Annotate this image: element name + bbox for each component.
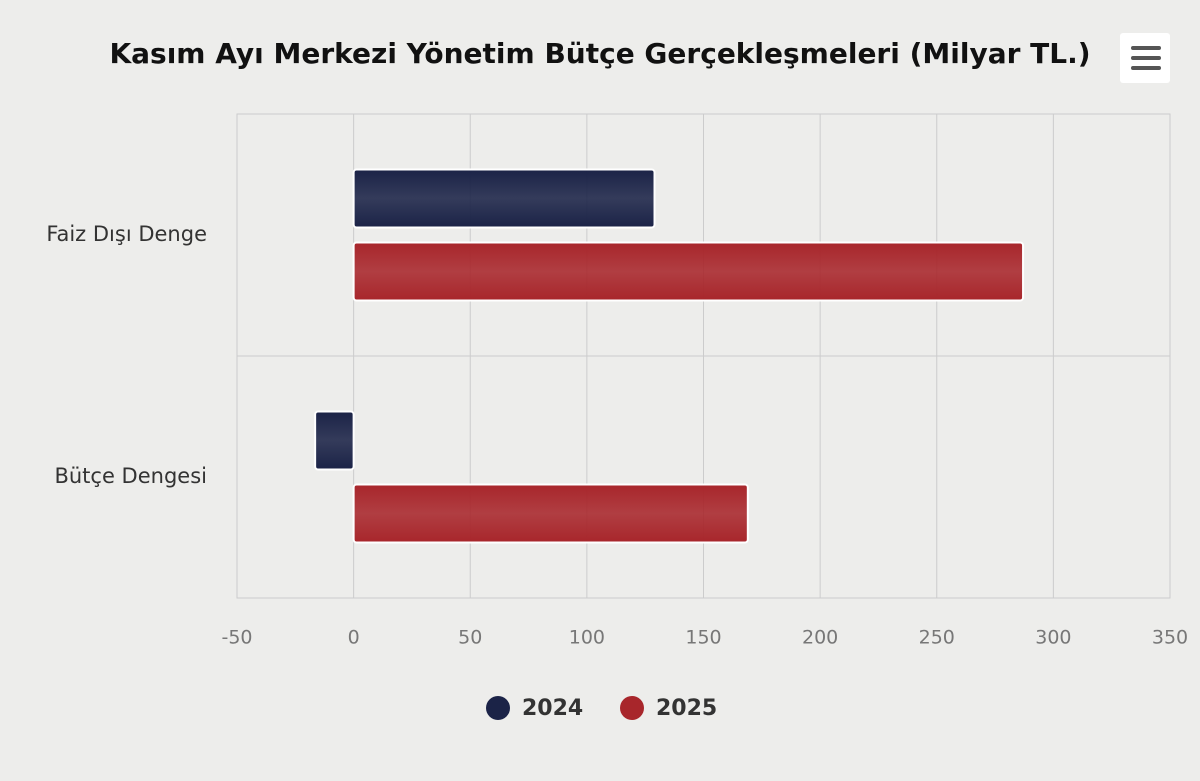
x-tick-label: 50 [458,627,482,649]
x-tick-label: 250 [919,627,955,649]
x-tick-label: 100 [569,627,605,649]
bar [352,483,749,544]
menu-button[interactable] [1120,33,1170,83]
bar [352,241,1025,302]
x-tick-label: 200 [802,627,838,649]
x-tick-label: 150 [685,627,721,649]
bar [352,168,656,229]
y-tick-label: Bütçe Dengesi [54,464,207,488]
x-tick-label: 350 [1152,627,1188,649]
legend-marker [620,696,644,720]
y-tick-label: Faiz Dışı Denge [46,222,207,246]
legend-label: 2025 [656,696,717,721]
menu-icon [1131,56,1161,60]
bar [314,410,355,471]
x-tick-label: -50 [221,627,252,649]
menu-icon [1131,46,1161,50]
legend-marker [486,696,510,720]
menu-icon [1131,66,1161,70]
x-tick-label: 0 [348,627,360,649]
chart-title: Kasım Ayı Merkezi Yönetim Bütçe Gerçekle… [109,37,1090,70]
x-tick-label: 300 [1035,627,1071,649]
legend-label: 2024 [522,696,583,721]
